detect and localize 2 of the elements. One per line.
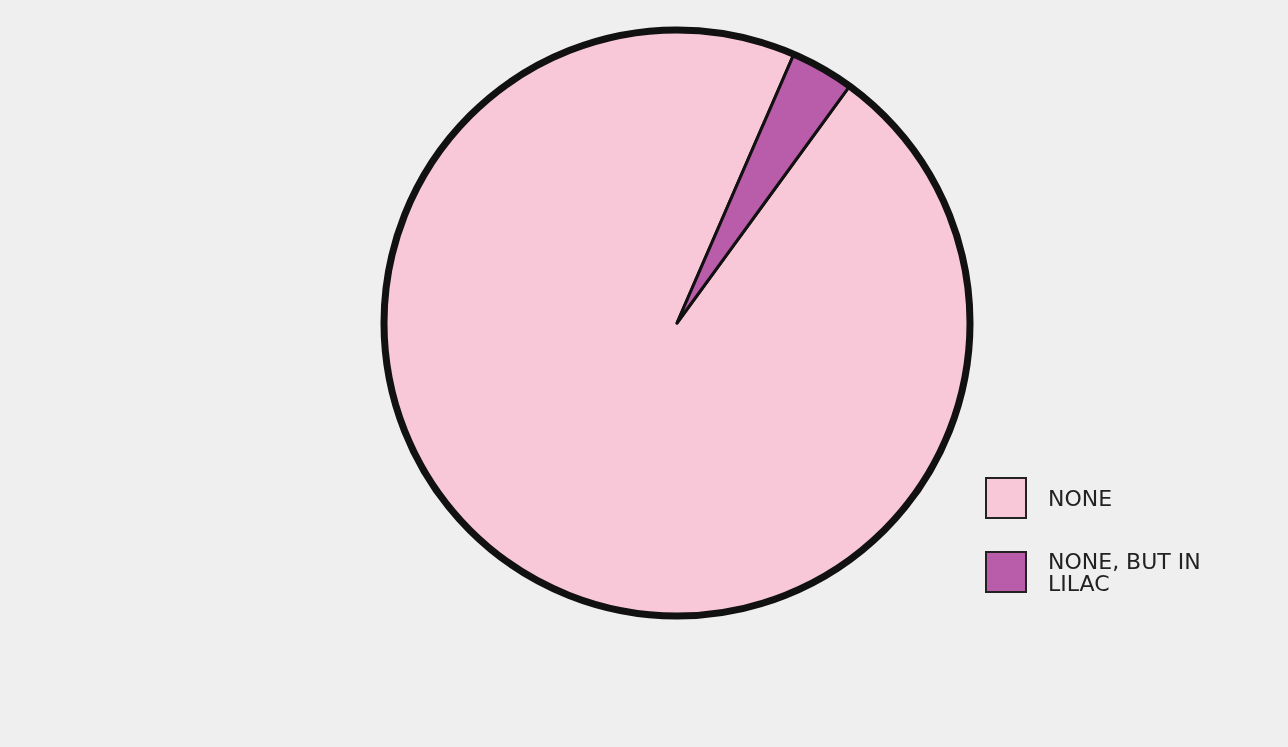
legend-label: NONE, BUT IN LILAC xyxy=(1048,549,1208,596)
legend-label: NONE xyxy=(1048,486,1113,511)
